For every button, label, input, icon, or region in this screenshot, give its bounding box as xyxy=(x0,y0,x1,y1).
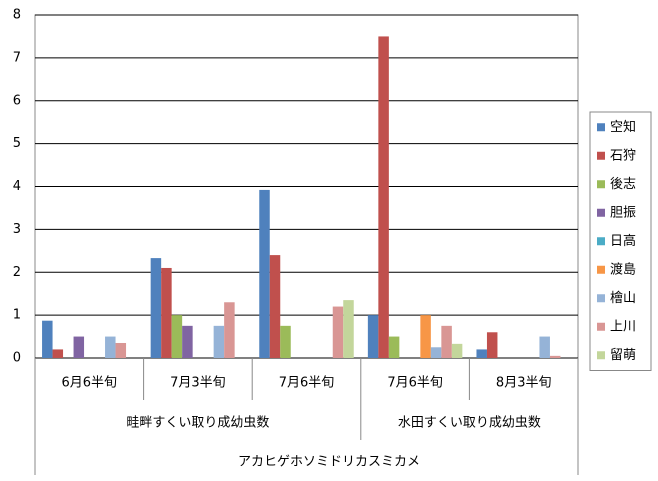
bar xyxy=(539,336,550,358)
x-axis-label: アカヒゲホソミドリカスミカメ xyxy=(238,455,420,470)
y-tick-label: 2 xyxy=(13,265,21,280)
x-tick-label: 7月6半旬 xyxy=(387,376,443,391)
bar xyxy=(259,189,270,358)
bar xyxy=(388,336,400,358)
bar xyxy=(476,349,487,358)
legend-swatch xyxy=(597,151,605,160)
bar xyxy=(332,306,344,358)
legend-label: 檜山 xyxy=(610,290,636,306)
bar xyxy=(430,347,442,358)
bar xyxy=(171,315,183,358)
bar xyxy=(42,320,53,358)
bar xyxy=(280,325,291,358)
y-tick-label: 0 xyxy=(13,351,21,366)
y-tick-label: 3 xyxy=(13,222,21,237)
legend-swatch xyxy=(597,351,605,360)
bar xyxy=(73,336,85,358)
legend-swatch xyxy=(597,294,605,303)
legend-label: 胆振 xyxy=(610,205,636,220)
bar xyxy=(182,325,193,358)
bar xyxy=(213,325,225,358)
group-label: 畦畔すくい取り成幼虫数 xyxy=(126,416,269,431)
bar xyxy=(343,300,354,358)
bar xyxy=(451,343,463,358)
legend-label: 石狩 xyxy=(610,148,636,163)
bar xyxy=(367,315,379,358)
bar xyxy=(441,325,452,358)
bar xyxy=(161,267,172,358)
legend-swatch xyxy=(597,123,605,132)
legend-label: 留萌 xyxy=(610,348,636,363)
y-tick-label: 1 xyxy=(13,308,21,323)
legend-label: 上川 xyxy=(610,319,636,334)
bar xyxy=(224,302,235,358)
group-label: 水田すくい取り成幼虫数 xyxy=(398,416,541,431)
legend-label: 日高 xyxy=(610,233,636,249)
legend-label: 渡島 xyxy=(610,261,636,277)
legend-label: 後志 xyxy=(610,177,636,192)
legend-swatch xyxy=(597,237,605,246)
y-tick-label: 5 xyxy=(13,136,21,151)
x-tick-label: 6月6半旬 xyxy=(62,376,118,391)
y-tick-label: 8 xyxy=(13,8,21,23)
x-tick-label: 7月3半旬 xyxy=(170,376,226,391)
x-tick-label: 7月6半旬 xyxy=(279,376,335,391)
bar xyxy=(378,36,389,358)
x-tick-label: 8月3半旬 xyxy=(496,376,552,391)
bar xyxy=(549,355,561,358)
legend-label: 空知 xyxy=(610,119,636,135)
bar xyxy=(420,315,431,358)
y-tick-label: 4 xyxy=(13,179,21,194)
y-tick-label: 7 xyxy=(13,50,21,65)
bar xyxy=(486,332,498,358)
bar xyxy=(150,258,162,358)
y-tick-label: 6 xyxy=(13,93,21,108)
bar xyxy=(115,342,127,358)
legend-swatch xyxy=(597,322,605,331)
bar xyxy=(269,255,281,358)
legend-swatch xyxy=(597,180,605,189)
bar xyxy=(105,336,116,358)
legend-swatch xyxy=(597,265,605,274)
legend-swatch xyxy=(597,208,605,217)
bar xyxy=(52,349,64,358)
